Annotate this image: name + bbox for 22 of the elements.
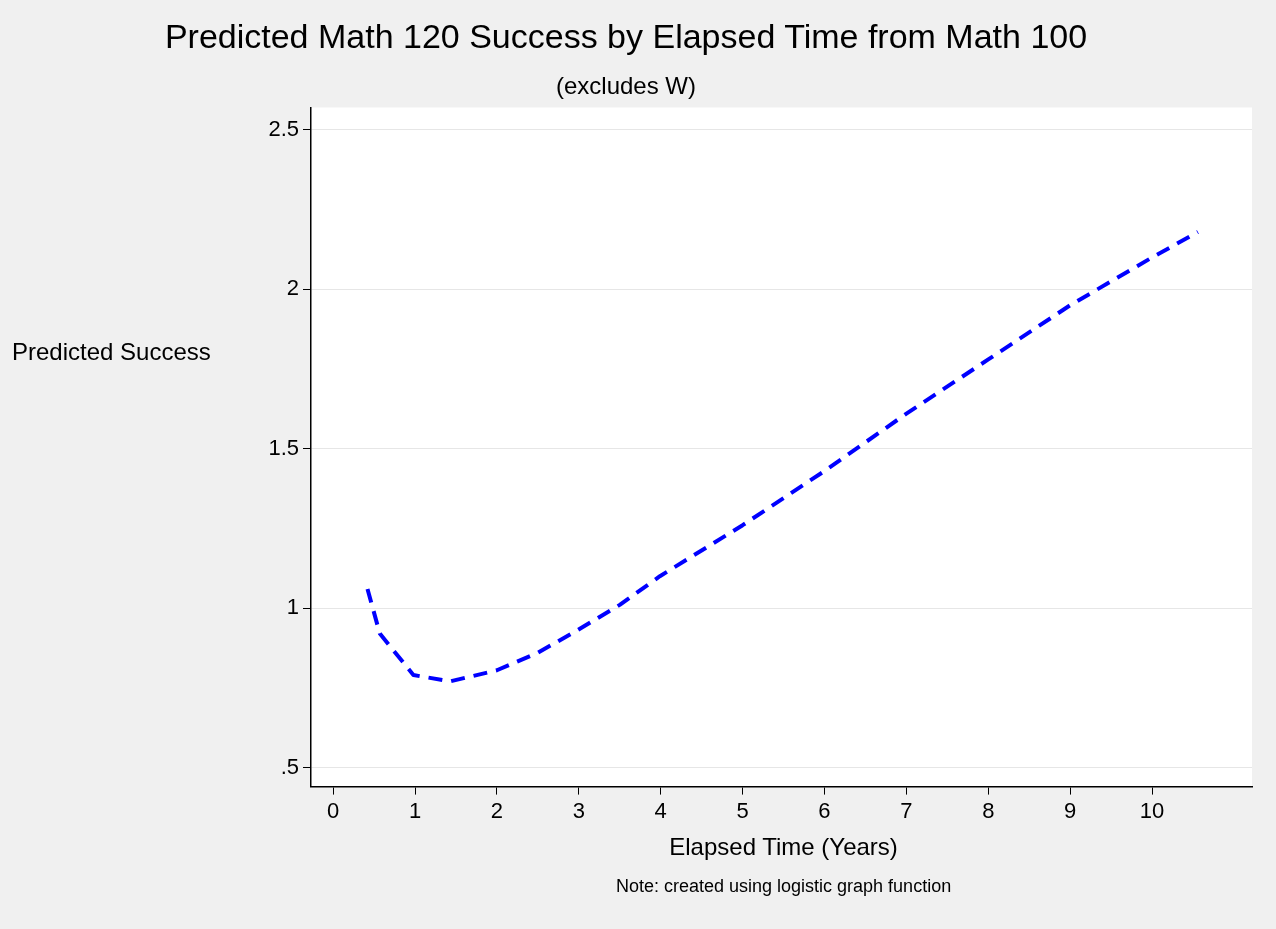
x-tick-label: 3	[572, 797, 585, 823]
chart-title: Predicted Math 120 Success by Elapsed Time from Math 100	[164, 16, 1088, 55]
y-tick-label: .5	[280, 753, 299, 779]
x-tick-label: 0	[326, 797, 340, 823]
x-tick-label: 6	[818, 797, 831, 823]
chart-subtitle: (excludes W)	[555, 71, 697, 99]
x-tick-label: 8	[982, 797, 995, 823]
line-series	[365, 229, 1200, 684]
y-tick-label: 1.5	[268, 434, 299, 460]
x-tick-label: 7	[900, 797, 913, 823]
text: Note: created using logistic graph function	[615, 875, 952, 896]
x-tick-label: 10	[1139, 797, 1165, 823]
x-tick-label: 2	[490, 797, 504, 823]
x-axis-title: Elapsed Time (Years)	[669, 832, 898, 860]
y-tick-label: 1	[286, 594, 299, 620]
x-tick-label: 5	[736, 797, 749, 823]
y-tick-label: 2.5	[268, 115, 299, 141]
y-axis-title: Predicted Success	[12, 337, 211, 365]
x-tick-label: 9	[1064, 797, 1077, 823]
x-tick-label: 1	[408, 797, 422, 823]
y-tick-label: 2	[286, 275, 299, 301]
x-tick-label: 4	[654, 797, 667, 823]
